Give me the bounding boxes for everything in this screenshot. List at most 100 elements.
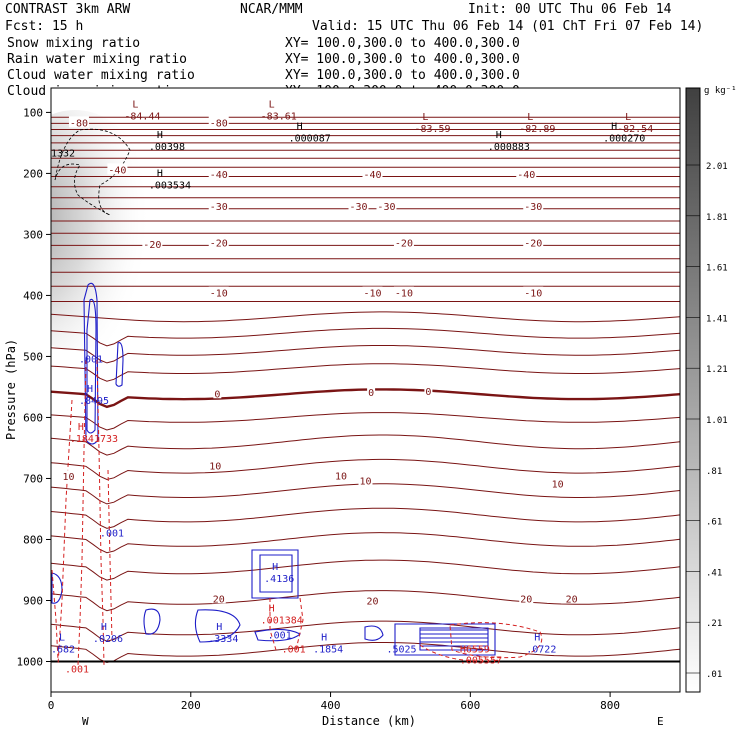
rain-water-contour-7 bbox=[419, 644, 501, 662]
extrema-labels: L-84.44L-83.61 L-83.59L-82.89L-82.54H.003… bbox=[51, 100, 653, 676]
extremum-value-9: 1332 bbox=[51, 148, 75, 159]
y-tick-label-4: 500 bbox=[23, 350, 43, 363]
legend-name-0: Snow mixing ratio bbox=[7, 36, 140, 51]
extremum-mark-4: L bbox=[625, 112, 631, 123]
y-tick-label-9: 1000 bbox=[17, 655, 44, 668]
temp-label-26: 20 bbox=[213, 594, 225, 605]
x-tick-label-3: 600 bbox=[460, 699, 480, 712]
cloud-water-contour-8 bbox=[364, 625, 384, 641]
rain-water-contour-8 bbox=[449, 622, 543, 659]
temp-label-bg-13 bbox=[523, 236, 544, 248]
temp-label-bg-5 bbox=[516, 168, 537, 180]
temp-label-bg-19 bbox=[367, 386, 376, 398]
colorbar-label-4: 1.21 bbox=[706, 365, 728, 375]
cloud-water-contour-3 bbox=[251, 549, 299, 599]
temp-label-bg-23 bbox=[334, 469, 349, 481]
y-tick-label-1: 200 bbox=[23, 167, 43, 180]
temp-label-bg-0 bbox=[68, 116, 89, 128]
rain-water-contour-3 bbox=[107, 469, 113, 641]
rain-water-contour-0 bbox=[77, 359, 87, 666]
colorbar-label-2: 1.61 bbox=[706, 264, 728, 274]
legend-xy-1: XY= 100.0,300.0 to 400.0,300.0 bbox=[285, 52, 520, 67]
colorbar-unit: g kg⁻¹ bbox=[704, 86, 737, 96]
temp-label-bg-22 bbox=[208, 459, 223, 471]
extremum-value-27: .0722 bbox=[526, 644, 556, 655]
temp-label-bg-2 bbox=[107, 163, 128, 175]
extremum-value-10: .003534 bbox=[149, 181, 191, 192]
temp-label-2: -40 bbox=[108, 165, 126, 176]
extremum-mark-3: L bbox=[527, 112, 533, 123]
temp-label-14: -10 bbox=[210, 289, 228, 300]
temp-label-bg-1 bbox=[208, 116, 229, 128]
temp-label-bg-16 bbox=[393, 286, 414, 298]
y-tick-label-2: 300 bbox=[23, 228, 43, 241]
extremum-value-23: .1854 bbox=[313, 644, 343, 655]
init-time: Init: 00 UTC Thu 06 Feb 14 bbox=[468, 2, 672, 17]
extremum-mark-20: H bbox=[101, 622, 107, 633]
temp-label-bg-10 bbox=[142, 237, 163, 249]
extremum-value-26: .005557 bbox=[460, 655, 502, 666]
isotherm-21 bbox=[51, 345, 680, 364]
colorbar-label-3: 1.41 bbox=[706, 314, 728, 324]
extremum-value-3: -82.89 bbox=[519, 124, 555, 135]
temp-label-10: -20 bbox=[143, 240, 161, 251]
temp-label-12: -20 bbox=[395, 239, 413, 250]
rain-water-contour-1 bbox=[96, 359, 105, 666]
temp-label-bg-26 bbox=[211, 592, 226, 604]
extremum-mark-19: L bbox=[59, 632, 65, 643]
y-tick-label-6: 700 bbox=[23, 472, 43, 485]
y-tick-label-8: 900 bbox=[23, 594, 43, 607]
temp-label-20: 0 bbox=[425, 387, 431, 398]
temp-label-27: 20 bbox=[366, 597, 378, 608]
y-axis-label: Pressure (hPa) bbox=[4, 339, 18, 440]
extremum-value-17: .001 bbox=[268, 630, 292, 641]
temp-label-5: -40 bbox=[517, 170, 535, 181]
extremum-mark-8: H bbox=[611, 122, 617, 133]
cloud-water-contour-6 bbox=[194, 609, 241, 643]
colorbar-label-5: 1.01 bbox=[706, 416, 728, 426]
extremum-value-6: .000087 bbox=[289, 134, 331, 145]
isotherm-28 bbox=[51, 507, 680, 529]
extremum-mark-15: H bbox=[272, 562, 278, 573]
temp-label-bg-9 bbox=[523, 199, 544, 211]
legend-name-2: Cloud water mixing ratio bbox=[7, 68, 195, 83]
rain-water-contour-4 bbox=[51, 569, 59, 661]
extremum-value-18: .001 bbox=[282, 644, 306, 655]
extremum-value-1: -83.61 bbox=[261, 112, 297, 123]
y-tick-label-7: 800 bbox=[23, 533, 43, 546]
extremum-mark-13: H bbox=[78, 422, 84, 433]
y-tick-label-3: 400 bbox=[23, 289, 43, 302]
isotherm-19 bbox=[51, 311, 680, 323]
temp-label-bg-7 bbox=[348, 199, 369, 211]
temp-label-9: -30 bbox=[524, 202, 542, 213]
forecast-hour: Fcst: 15 h bbox=[5, 19, 83, 34]
extremum-mark-16: H bbox=[269, 604, 275, 615]
extremum-value-22: .3334 bbox=[208, 634, 238, 645]
extremum-value-7: .000883 bbox=[488, 142, 530, 153]
temp-label-21: 10 bbox=[62, 472, 74, 483]
temp-label-bg-14 bbox=[208, 286, 229, 298]
colorbar-label-1: 1.81 bbox=[706, 213, 728, 223]
isotherm-22 bbox=[51, 363, 680, 382]
extremum-mark-10: H bbox=[157, 169, 163, 180]
temp-label-4: -40 bbox=[363, 170, 381, 181]
temp-label-23: 10 bbox=[335, 472, 347, 483]
temp-label-bg-11 bbox=[208, 236, 229, 248]
colorbar-label-8: .41 bbox=[706, 568, 722, 578]
temp-label-7: -30 bbox=[349, 202, 367, 213]
extremum-mark-0: L bbox=[132, 100, 138, 111]
temp-label-bg-4 bbox=[362, 168, 383, 180]
temp-label-bg-3 bbox=[208, 168, 229, 180]
temp-label-13: -20 bbox=[524, 239, 542, 250]
extremum-value-14: .001 bbox=[100, 528, 124, 539]
legend-xy-2: XY= 100.0,300.0 to 400.0,300.0 bbox=[285, 68, 520, 83]
extremum-value-21: .001 bbox=[65, 664, 89, 675]
cloud-water-contour-4 bbox=[259, 554, 293, 593]
x-tick-label-0: 0 bbox=[48, 699, 55, 712]
temp-label-22: 10 bbox=[209, 461, 221, 472]
rain-water-contour-6 bbox=[295, 597, 304, 651]
temp-label-25: 10 bbox=[552, 480, 564, 491]
colorbar-label-6: .81 bbox=[706, 467, 722, 477]
valid-time: Valid: 15 UTC Thu 06 Feb 14 (01 ChT Fri … bbox=[312, 19, 703, 34]
west-label: W bbox=[82, 715, 89, 728]
